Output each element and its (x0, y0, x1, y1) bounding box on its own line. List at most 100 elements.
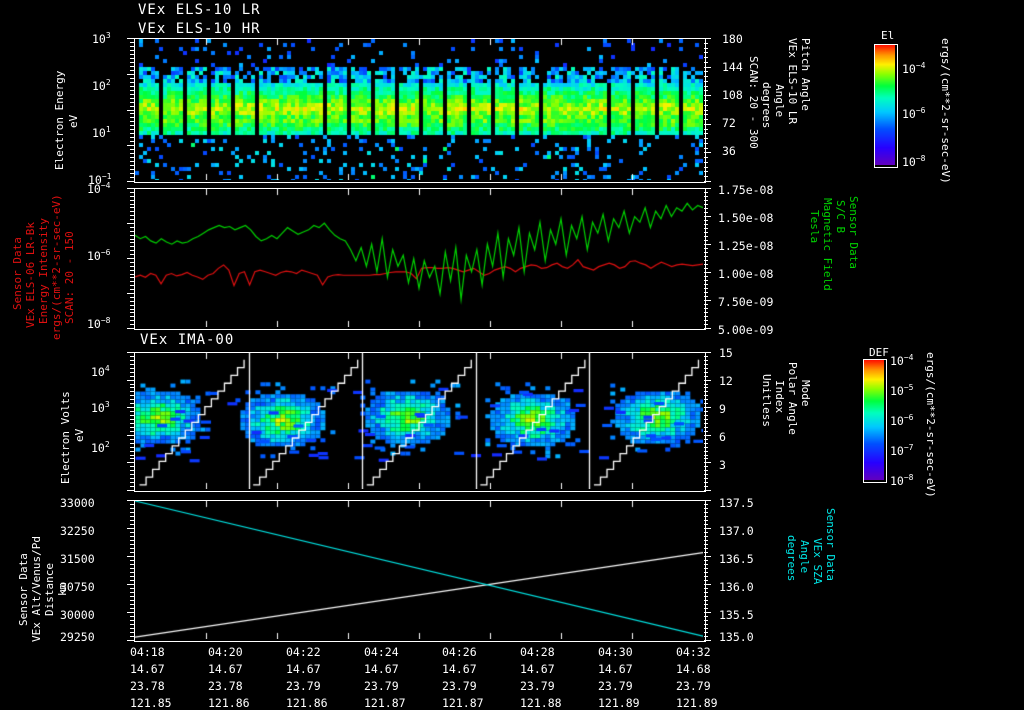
axis-tick (704, 528, 711, 529)
panel4-ytick-1: 32250 (60, 524, 95, 538)
axis-tick (130, 297, 134, 298)
axis-tick (130, 520, 134, 521)
axis-tick (130, 470, 134, 471)
axis-tick (704, 604, 708, 605)
axis-tick (704, 395, 708, 396)
axis-tick (130, 173, 134, 174)
axis-tick (704, 455, 708, 456)
axis-tick (130, 133, 134, 134)
panel1-ytick-2: 101 (92, 125, 111, 140)
axis-tick (130, 211, 134, 212)
axis-tick (704, 268, 708, 269)
axis-tick (130, 113, 134, 114)
axis-tick (704, 592, 708, 593)
panel2-ytick-1: 10−6 (87, 248, 111, 263)
axis-tick (130, 439, 134, 440)
axis-tick (127, 352, 134, 353)
panel4-timeseries[interactable] (134, 500, 706, 642)
axis-tick (130, 568, 134, 569)
footer-cell-r1-c5: 14.67 (520, 662, 555, 676)
footer-cell-r2-c7: 23.79 (676, 679, 711, 693)
panel2-ytick2-3: 1.00e-08 (718, 267, 774, 281)
panel2-timeseries[interactable] (134, 188, 706, 330)
axis-tick (704, 616, 708, 617)
axis-tick (130, 149, 134, 150)
axis-tick (127, 528, 134, 529)
panel3-spectrogram[interactable] (134, 352, 706, 492)
axis-tick (704, 181, 711, 182)
axis-tick (127, 407, 134, 408)
panel2-left-line-4: SCAN: 20 - 150 (63, 231, 76, 324)
panel3-ytick2-3: 6 (719, 430, 726, 444)
axis-tick (130, 301, 134, 302)
axis-tick (130, 399, 134, 400)
axis-tick (704, 248, 708, 249)
axis-tick (704, 640, 711, 641)
panel3-right-line-2: Index (773, 380, 786, 414)
axis-tick (704, 556, 711, 557)
colorbar1-tick-1: 10−6 (902, 106, 926, 121)
axis-tick (704, 568, 708, 569)
axis-tick (704, 508, 708, 509)
panel3-ytick2-0: 15 (719, 346, 733, 360)
panel3-title: VEx IMA-00 (140, 332, 235, 348)
panel4-ytick2-0: 137.5 (719, 496, 754, 510)
axis-tick (704, 474, 708, 475)
colorbar2-tick-1: 10−5 (890, 383, 914, 398)
axis-tick (130, 231, 134, 232)
axis-tick (130, 157, 134, 158)
axis-tick (130, 274, 134, 275)
footer-cell-r3-c5: 121.88 (520, 696, 562, 710)
axis-tick (704, 192, 708, 193)
footer-cell-r0-c5: 04:28 (520, 645, 555, 659)
panel4-ytick-0: 33000 (60, 496, 95, 510)
panel2-left-line-3: ergs/(cm**2-sr-sec-eV) (50, 194, 63, 340)
axis-tick (130, 239, 134, 240)
axis-tick (130, 207, 134, 208)
axis-tick (704, 67, 711, 68)
axis-tick (130, 235, 134, 236)
panel4-left-line-1: VEx Alt/Venus/Pd (30, 536, 43, 642)
axis-tick (127, 435, 134, 436)
footer-cell-r0-c1: 04:20 (208, 645, 243, 659)
axis-tick (130, 600, 134, 601)
axis-tick (130, 536, 134, 537)
axis-tick (704, 451, 708, 452)
axis-tick (704, 435, 711, 436)
axis-tick (704, 532, 708, 533)
axis-tick (127, 145, 134, 146)
panel2-right-line-3: Tesla (808, 210, 821, 244)
axis-tick (130, 312, 134, 313)
axis-tick (704, 312, 708, 313)
axis-tick (704, 470, 708, 471)
axis-tick (127, 584, 134, 585)
axis-tick (130, 177, 134, 178)
axis-tick (704, 284, 708, 285)
panel3-ytick2-1: 12 (719, 374, 733, 388)
axis-tick (704, 612, 711, 613)
panel2-ytick-2: 10−8 (87, 316, 111, 331)
footer-cell-r3-c1: 121.86 (208, 696, 250, 710)
axis-tick (704, 624, 708, 625)
axis-tick (704, 524, 708, 525)
axis-tick (704, 119, 708, 120)
panel1-ytick2-4: 36 (722, 144, 736, 158)
axis-tick (130, 486, 134, 487)
axis-tick (704, 90, 708, 91)
panel1-right-line-3: degrees (760, 82, 773, 129)
panel4-left-line-2: Distance (43, 563, 56, 616)
axis-tick (704, 576, 708, 577)
axis-tick (704, 188, 711, 189)
axis-tick (130, 516, 134, 517)
panel1-title-lr: VEx ELS-10 LR (138, 2, 261, 18)
axis-tick (130, 58, 134, 59)
footer-cell-r1-c3: 14.67 (364, 662, 399, 676)
axis-tick (704, 204, 708, 205)
axis-tick (704, 256, 708, 257)
axis-tick (127, 462, 134, 463)
axis-tick (130, 192, 134, 193)
axis-tick (130, 524, 134, 525)
footer-cell-r0-c2: 04:22 (286, 645, 321, 659)
panel1-spectrogram[interactable] (134, 38, 706, 183)
axis-tick (704, 324, 708, 325)
